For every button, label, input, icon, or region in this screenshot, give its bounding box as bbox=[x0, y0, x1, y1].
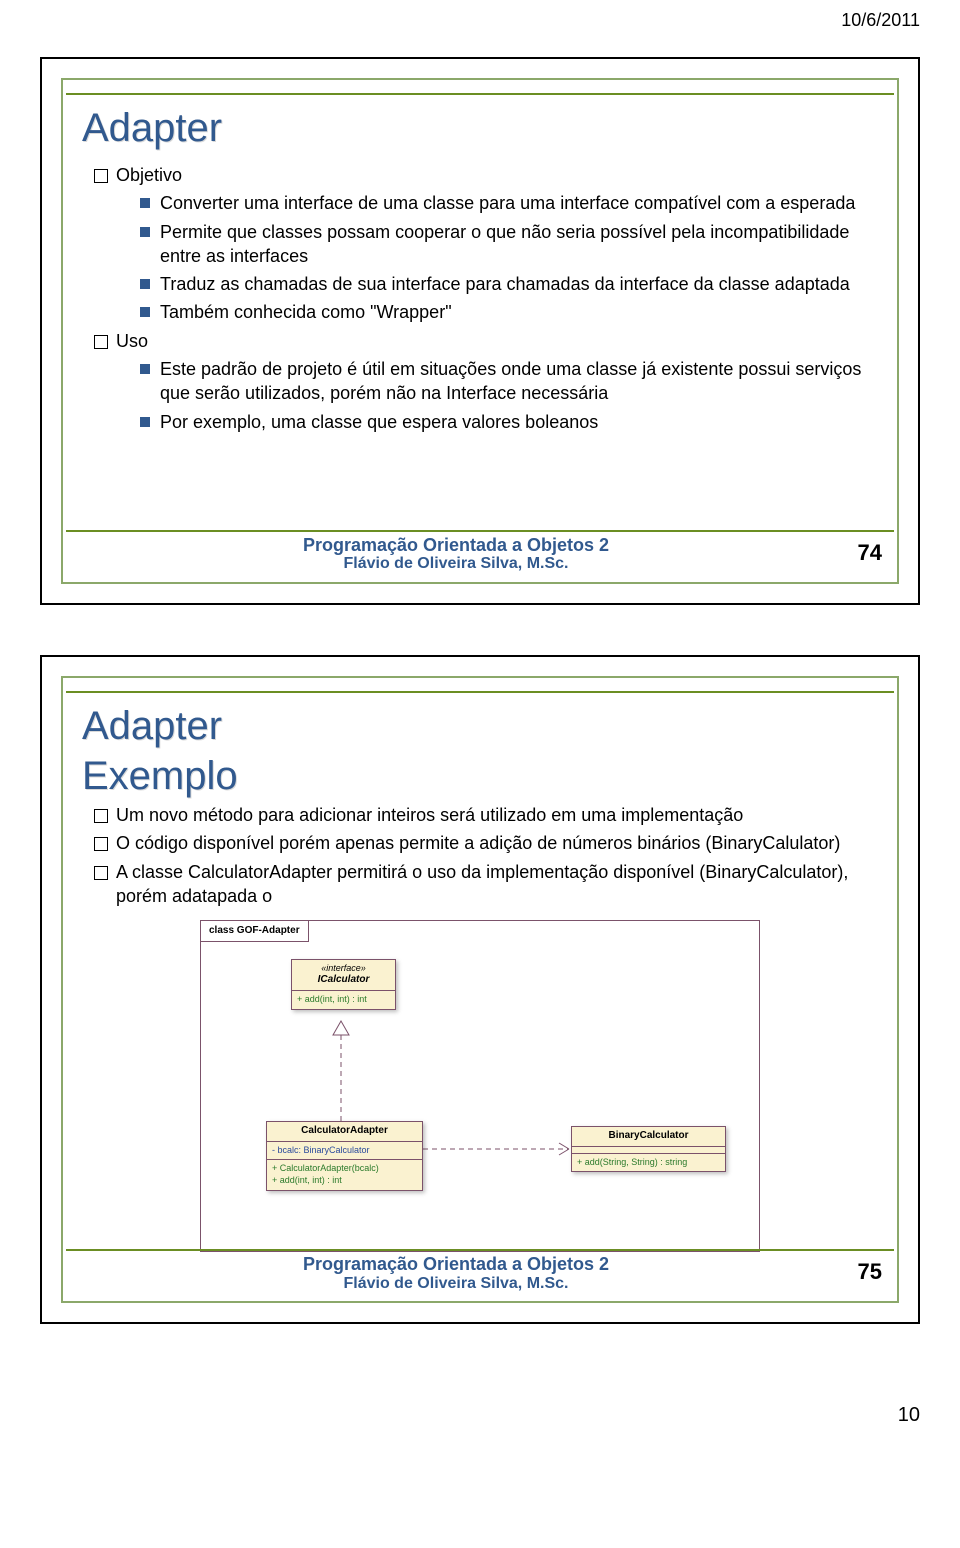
slide-title: Adapter bbox=[82, 705, 886, 747]
bullet-item: Converter uma interface de uma classe pa… bbox=[140, 191, 872, 215]
slide-75: Adapter Exemplo Um novo método para adic… bbox=[40, 655, 920, 1324]
slide-page-number: 75 bbox=[834, 1255, 882, 1285]
author-name: Flávio de Oliveira Silva, M.Sc. bbox=[78, 555, 834, 573]
course-name: Programação Orientada a Objetos 2 bbox=[78, 536, 834, 556]
uml-stereotype: «interface» bbox=[297, 963, 390, 974]
uml-operation: + CalculatorAdapter(bcalc) bbox=[272, 1163, 417, 1175]
bullet-item: Por exemplo, uma classe que espera valor… bbox=[140, 410, 872, 434]
slide-content: Objetivo Converter uma interface de uma … bbox=[64, 157, 896, 442]
uml-class-name: BinaryCalculator bbox=[577, 1130, 720, 1143]
bullet-item: Traduz as chamadas de sua interface para… bbox=[140, 272, 872, 296]
bullet-item: Permite que classes possam cooperar o qu… bbox=[140, 220, 872, 269]
page-footer-number: 10 bbox=[0, 1374, 960, 1447]
uml-class-icalculator: «interface» ICalculator + add(int, int) … bbox=[291, 959, 396, 1009]
slide-page-number: 74 bbox=[834, 536, 882, 566]
course-name: Programação Orientada a Objetos 2 bbox=[78, 1255, 834, 1275]
bullet-item: A classe CalculatorAdapter permitirá o u… bbox=[94, 860, 872, 909]
page-date: 10/6/2011 bbox=[0, 0, 960, 39]
uml-attribute: - bcalc: BinaryCalculator bbox=[272, 1145, 417, 1157]
uml-class-name: CalculatorAdapter bbox=[272, 1125, 417, 1138]
uml-operation: + add(String, String) : string bbox=[577, 1157, 720, 1169]
bullet-objetivo: Objetivo bbox=[116, 165, 182, 185]
uml-connectors bbox=[201, 921, 761, 1251]
slide-footer: Programação Orientada a Objetos 2 Flávio… bbox=[66, 1249, 894, 1298]
bullet-item: O código disponível porém apenas permite… bbox=[94, 831, 872, 855]
bullet-item: Este padrão de projeto é útil em situaçõ… bbox=[140, 357, 872, 406]
slide-top-rule bbox=[66, 81, 894, 95]
uml-operation: + add(int, int) : int bbox=[297, 994, 390, 1006]
bullet-item: Um novo método para adicionar inteiros s… bbox=[94, 803, 872, 827]
slide-top-rule bbox=[66, 679, 894, 693]
slide-subtitle: Exemplo bbox=[82, 755, 886, 797]
uml-class-binarycalculator: BinaryCalculator + add(String, String) :… bbox=[571, 1126, 726, 1172]
slide-title: Adapter bbox=[82, 107, 886, 149]
slide-74: Adapter Objetivo Converter uma interface… bbox=[40, 57, 920, 605]
bullet-item: Também conhecida como "Wrapper" bbox=[140, 300, 872, 324]
slide-footer: Programação Orientada a Objetos 2 Flávio… bbox=[66, 530, 894, 579]
uml-operation: + add(int, int) : int bbox=[272, 1175, 417, 1187]
bullet-uso: Uso bbox=[116, 331, 148, 351]
slide-content: Um novo método para adicionar inteiros s… bbox=[64, 797, 896, 1260]
author-name: Flávio de Oliveira Silva, M.Sc. bbox=[78, 1275, 834, 1293]
uml-diagram-frame: class GOF-Adapter «interfac bbox=[200, 920, 760, 1252]
uml-class-calculatoradapter: CalculatorAdapter - bcalc: BinaryCalcula… bbox=[266, 1121, 423, 1191]
uml-class-name: ICalculator bbox=[297, 974, 390, 987]
